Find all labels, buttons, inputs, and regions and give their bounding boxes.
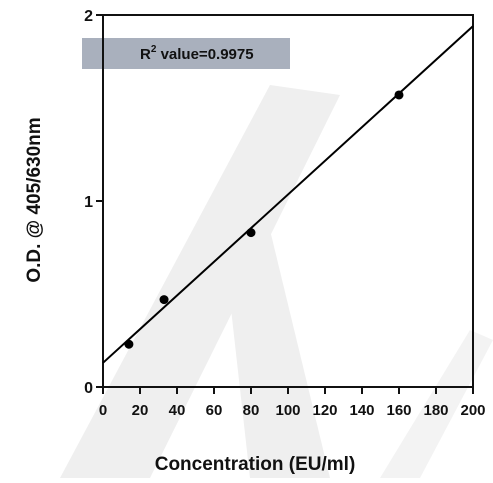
- data-point: [159, 295, 169, 305]
- y-tick-label: 2: [84, 8, 93, 25]
- annotation-box: [82, 38, 290, 69]
- watermark: [60, 85, 340, 478]
- annotation-sup: 2: [151, 44, 157, 55]
- annotation-base: R: [140, 46, 151, 63]
- annotation-text: value=0.9975: [156, 46, 253, 63]
- x-axis-label: Concentration (EU/ml): [155, 454, 356, 475]
- y-axis-label: O.D. @ 405/630nm: [24, 117, 45, 282]
- data-point: [124, 339, 134, 349]
- x-tick-label: 140: [349, 402, 374, 419]
- watermark: [230, 230, 330, 478]
- x-tick-label: 180: [423, 402, 448, 419]
- watermark: [380, 330, 493, 478]
- x-tick-label: 100: [275, 402, 300, 419]
- y-tick-label: 0: [84, 380, 93, 397]
- x-tick-label: 120: [312, 402, 337, 419]
- x-tick-label: 20: [132, 402, 149, 419]
- x-tick-label: 160: [386, 402, 411, 419]
- data-point: [246, 228, 256, 238]
- x-tick-label: 200: [460, 402, 485, 419]
- x-tick-label: 60: [206, 402, 223, 419]
- data-point: [394, 90, 404, 100]
- x-tick-label: 0: [99, 402, 107, 419]
- fit-line: [102, 25, 474, 364]
- annotation: R2 value=0.9975: [140, 44, 254, 63]
- y-tick-label: 1: [84, 194, 93, 211]
- x-tick-label: 80: [243, 402, 260, 419]
- x-tick-label: 40: [169, 402, 186, 419]
